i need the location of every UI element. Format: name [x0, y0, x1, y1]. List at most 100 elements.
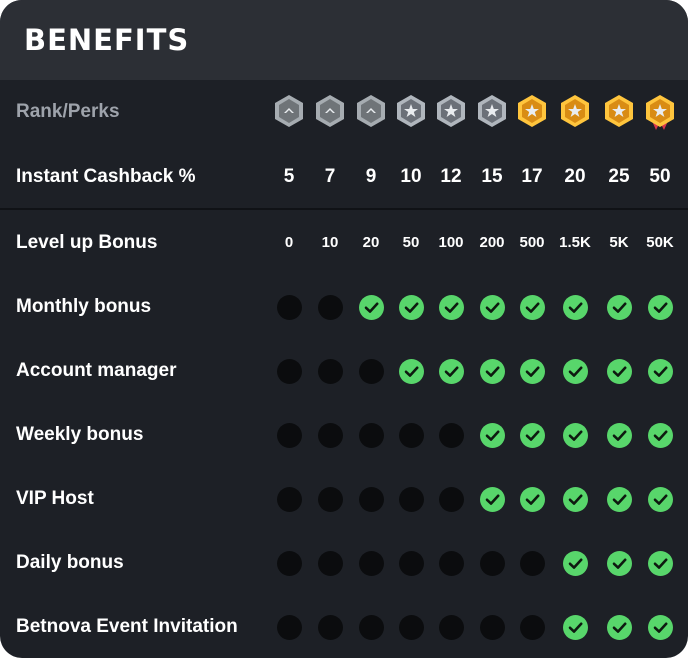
- levelup-value: 100: [438, 234, 464, 251]
- rank-7-gold-star-badge-icon: [515, 93, 549, 131]
- rank-2-silver-badge-icon: [313, 93, 347, 131]
- levelup-value: 20: [362, 234, 380, 251]
- locked-dot-icon: [438, 551, 464, 576]
- locked-dot-icon: [438, 423, 464, 448]
- locked-dot-icon: [519, 551, 545, 576]
- checkmark-icon: [562, 551, 588, 576]
- perk-label: Daily bonus: [16, 552, 124, 573]
- cashback-value: 5: [283, 166, 295, 187]
- locked-dot-icon: [358, 551, 384, 576]
- checkmark-icon: [479, 423, 505, 448]
- checkmark-icon: [606, 359, 632, 384]
- rank-6-silver-star-badge-icon: [475, 93, 509, 131]
- checkmark-icon: [519, 423, 545, 448]
- locked-dot-icon: [358, 487, 384, 512]
- checkmark-icon: [562, 295, 588, 320]
- locked-dot-icon: [317, 615, 343, 640]
- locked-dot-icon: [398, 423, 424, 448]
- locked-dot-icon: [317, 359, 343, 384]
- rank-8-gold-star-badge-icon: [558, 93, 592, 131]
- levelup-value: 500: [519, 234, 545, 251]
- checkmark-icon: [647, 615, 673, 640]
- perk-label: Monthly bonus: [16, 296, 152, 317]
- cashback-value: 20: [564, 166, 586, 187]
- locked-dot-icon: [317, 423, 343, 448]
- locked-dot-icon: [276, 423, 302, 448]
- levelup-value: 200: [479, 234, 505, 251]
- checkmark-icon: [562, 359, 588, 384]
- perk-label: Weekly bonus: [16, 424, 144, 445]
- locked-dot-icon: [317, 551, 343, 576]
- checkmark-icon: [562, 487, 588, 512]
- locked-dot-icon: [358, 359, 384, 384]
- rank-10-gold-ribbon-badge-icon: [643, 93, 677, 131]
- checkmark-icon: [562, 615, 588, 640]
- cashback-value: 9: [365, 166, 377, 187]
- locked-dot-icon: [276, 295, 302, 320]
- checkmark-icon: [606, 615, 632, 640]
- checkmark-icon: [519, 295, 545, 320]
- rank-5-silver-star-badge-icon: [434, 93, 468, 131]
- levelup-value: 0: [284, 234, 294, 251]
- locked-dot-icon: [276, 615, 302, 640]
- cashback-value: 12: [440, 166, 462, 187]
- cashback-value: 25: [608, 166, 630, 187]
- levelup-value: 50: [402, 234, 420, 251]
- card-title: BENEFITS: [24, 23, 190, 57]
- checkmark-icon: [438, 359, 464, 384]
- levelup-value: 5K: [609, 234, 629, 251]
- locked-dot-icon: [317, 487, 343, 512]
- checkmark-icon: [398, 359, 424, 384]
- locked-dot-icon: [358, 615, 384, 640]
- checkmark-icon: [647, 359, 673, 384]
- cashback-label: Instant Cashback %: [16, 166, 196, 187]
- levelup-label: Level up Bonus: [16, 232, 158, 253]
- locked-dot-icon: [398, 551, 424, 576]
- locked-dot-icon: [479, 551, 505, 576]
- locked-dot-icon: [276, 359, 302, 384]
- perk-label: Betnova Event Invitation: [16, 616, 238, 637]
- cashback-value: 50: [649, 166, 671, 187]
- rank-3-silver-badge-icon: [354, 93, 388, 131]
- checkmark-icon: [398, 295, 424, 320]
- checkmark-icon: [647, 487, 673, 512]
- checkmark-icon: [519, 359, 545, 384]
- checkmark-icon: [647, 551, 673, 576]
- rank-9-gold-winged-badge-icon: [602, 93, 636, 131]
- checkmark-icon: [358, 295, 384, 320]
- levelup-value: 50K: [646, 234, 674, 251]
- checkmark-icon: [606, 295, 632, 320]
- checkmark-icon: [647, 423, 673, 448]
- checkmark-icon: [606, 551, 632, 576]
- locked-dot-icon: [317, 295, 343, 320]
- cashback-value: 15: [481, 166, 503, 187]
- locked-dot-icon: [276, 487, 302, 512]
- checkmark-icon: [606, 423, 632, 448]
- locked-dot-icon: [276, 551, 302, 576]
- rank-4-silver-star-badge-icon: [394, 93, 428, 131]
- checkmark-icon: [438, 295, 464, 320]
- checkmark-icon: [606, 487, 632, 512]
- card-header: BENEFITS: [0, 0, 688, 80]
- cashback-value: 7: [324, 166, 336, 187]
- rank-1-silver-badge-icon: [272, 93, 306, 131]
- checkmark-icon: [562, 423, 588, 448]
- locked-dot-icon: [438, 487, 464, 512]
- checkmark-icon: [479, 487, 505, 512]
- perk-label: Account manager: [16, 360, 177, 381]
- locked-dot-icon: [519, 615, 545, 640]
- locked-dot-icon: [479, 615, 505, 640]
- rank-perks-label: Rank/Perks: [16, 101, 120, 122]
- locked-dot-icon: [438, 615, 464, 640]
- locked-dot-icon: [398, 487, 424, 512]
- divider: [0, 208, 688, 210]
- levelup-value: 10: [321, 234, 339, 251]
- checkmark-icon: [647, 295, 673, 320]
- checkmark-icon: [479, 295, 505, 320]
- cashback-value: 17: [521, 166, 543, 187]
- checkmark-icon: [519, 487, 545, 512]
- checkmark-icon: [479, 359, 505, 384]
- levelup-value: 1.5K: [559, 234, 591, 251]
- cashback-value: 10: [400, 166, 422, 187]
